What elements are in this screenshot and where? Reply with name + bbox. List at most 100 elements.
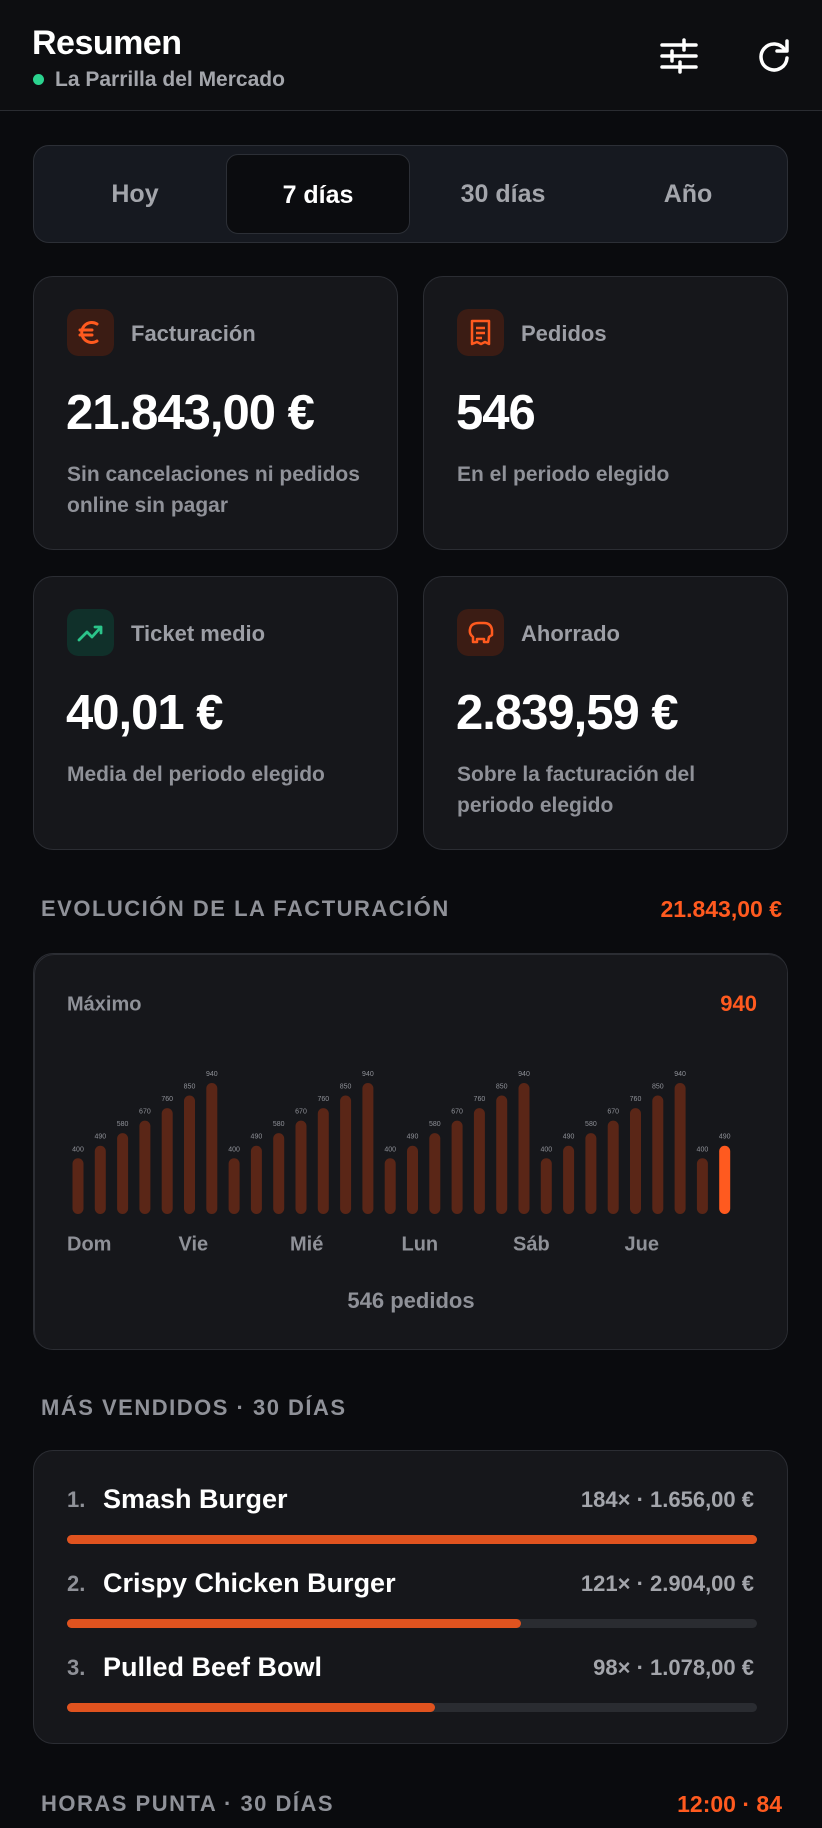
kpi-card: Ahorrado 2.839,59 € Sobre la facturación… [423,576,788,850]
kpi-card: Facturación 21.843,00 € Sin cancelacione… [33,276,398,550]
max-label: Máximo [67,993,141,1015]
chart-footer: 546 pedidos [347,1288,474,1313]
bar-value-label: 670 [451,1109,463,1116]
x-tick-label: Sáb [513,1233,550,1255]
bar-value-label: 490 [407,1134,419,1141]
tab[interactable]: 7 días [226,154,410,234]
bar-value-label: 490 [94,1134,106,1141]
kpi-note: En el periodo elegido [457,463,670,486]
bar-value-label: 580 [117,1121,129,1128]
bar [362,1083,374,1214]
x-tick-label: Lun [402,1233,439,1255]
page-title: Resumen [32,24,182,62]
x-tick-label: Jue [625,1233,659,1255]
x-tick-label: Dom [67,1233,111,1255]
kpi-title: Ticket medio [131,621,266,646]
bar [206,1083,218,1214]
kpi-note: Sin cancelaciones ni pedidos online sin … [67,463,360,517]
kpi-value: 2.839,59 € [456,686,679,740]
bar-value-label: 850 [184,1084,196,1091]
product-name: Pulled Beef Bowl [103,1652,323,1682]
tab[interactable]: Año [663,180,713,208]
product-bar [67,1619,521,1628]
bar-value-label: 490 [251,1134,263,1141]
kpi-card: Pedidos 546 En el periodo elegido [423,276,788,550]
product-name: Smash Burger [103,1484,288,1514]
bar-value-label: 400 [228,1146,240,1153]
filter-button[interactable] [659,38,699,74]
bar-value-label: 580 [429,1121,441,1128]
product-rank: 1. [67,1487,86,1512]
product-stats: 121× · 2.904,00 € [580,1571,754,1596]
kpi-title: Pedidos [521,321,607,346]
bar-value-label: 850 [340,1084,352,1091]
bar [518,1083,530,1214]
period-tabs: Hoy 7 días 30 días Año [33,145,788,243]
orders-icon [457,309,504,356]
bar-value-label: 940 [206,1071,218,1078]
bar [451,1120,463,1214]
bar [630,1108,641,1214]
tab[interactable]: 30 días [460,180,546,208]
bar [652,1095,664,1214]
bar [607,1120,619,1214]
x-tick-label: Mié [290,1233,323,1255]
product-bar [67,1703,435,1712]
bar-value-label: 940 [362,1071,374,1078]
section-heading: EVOLUCIÓN DE LA FACTURACIÓN [41,896,450,921]
revenue-icon [67,309,114,356]
tab[interactable]: Hoy [111,180,159,208]
bar [250,1145,262,1214]
bar [340,1095,352,1214]
product-rank: 2. [67,1571,86,1596]
product-name: Crispy Chicken Burger [103,1568,396,1598]
kpi-value: 40,01 € [66,686,223,740]
bar [585,1133,597,1214]
product-stats: 98× · 1.078,00 € [593,1655,754,1680]
bar-value-label: 400 [72,1146,84,1153]
bar [295,1120,307,1214]
kpi-value: 21.843,00 € [66,386,315,440]
section-value: 12:00 · 84 [677,1791,782,1817]
status-dot [33,74,44,85]
bar [674,1083,686,1214]
section-heading: HORAS PUNTA · 30 DÍAS [41,1791,335,1816]
product-stats: 184× · 1.656,00 € [580,1487,754,1512]
kpi-card: Ticket medio 40,01 € Media del periodo e… [33,576,398,850]
restaurant-name: La Parrilla del Mercado [55,68,285,91]
bar [429,1133,441,1214]
kpi-note: Sobre la facturación del periodo elegido [457,763,696,817]
product-bar [67,1535,757,1544]
bar-value-label: 760 [317,1096,329,1103]
bar [384,1158,396,1214]
bar-value-label: 850 [496,1084,508,1091]
bar-value-label: 760 [474,1096,486,1103]
bar-value-label: 760 [161,1096,173,1103]
bar [496,1095,508,1214]
x-tick-label: Vie [179,1233,209,1255]
bar [161,1108,173,1214]
bar [228,1158,240,1214]
revenue-chart: Máximo 940 546 pedidos 400 Dom 490 580 670 76… [33,953,788,1350]
bar [719,1145,731,1214]
refresh-button[interactable] [756,38,792,74]
kpi-title: Facturación [131,321,256,346]
bar [563,1145,575,1214]
section-heading: MÁS VENDIDOS · 30 DÍAS [41,1395,347,1420]
bar-value-label: 670 [607,1109,619,1116]
bar-value-label: 490 [719,1134,731,1141]
bar [473,1108,485,1214]
kpi-note: Media del periodo elegido [67,763,325,786]
bar-value-label: 490 [563,1134,575,1141]
bar-value-label: 940 [674,1071,686,1078]
kpi-title: Ahorrado [521,621,620,646]
bar [273,1133,285,1214]
bar [94,1145,106,1214]
max-value: 940 [720,991,757,1016]
bar-value-label: 940 [518,1071,530,1078]
bar-value-label: 850 [652,1084,664,1091]
bar-value-label: 400 [384,1146,396,1153]
bar-value-label: 670 [295,1109,307,1116]
bar-value-label: 670 [139,1109,151,1116]
top-products-card: 1. Smash Burger 184× · 1.656,00 € 2. Crispy … [33,1450,788,1744]
